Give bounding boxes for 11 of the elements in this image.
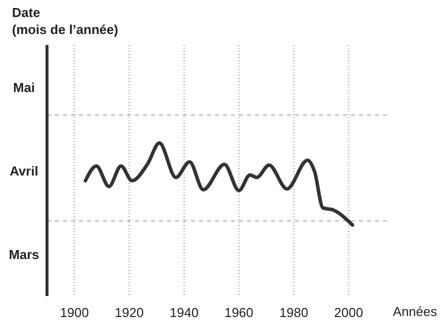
x-tick-label: 1920 xyxy=(114,305,144,320)
x-tick-label: 1960 xyxy=(224,305,254,320)
x-tick-label: 1980 xyxy=(279,305,308,320)
text: Avril xyxy=(10,164,38,178)
x-tick-label: 2000 xyxy=(334,305,364,320)
text: Mars xyxy=(8,247,40,262)
x-axis-title: Années xyxy=(392,304,438,319)
x-tick-label: 1940 xyxy=(170,305,199,320)
x-tick-label: 1900 xyxy=(60,305,89,320)
text: Mai xyxy=(13,80,35,95)
chart-title: Date (mois de l’année) xyxy=(12,5,118,37)
